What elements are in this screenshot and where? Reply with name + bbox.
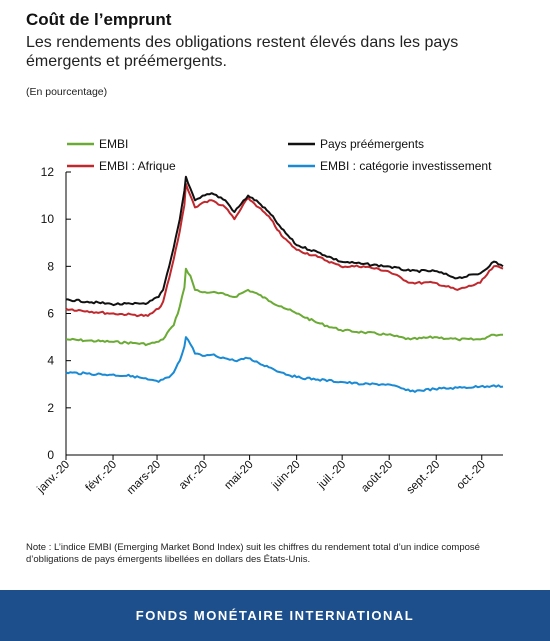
y-tick-label: 10 — [41, 212, 55, 226]
chart-legend: EMBI EMBI : Afrique Pays préémergents EMBI … — [67, 137, 492, 173]
y-tick-label: 12 — [41, 165, 55, 179]
chart-series — [65, 175, 504, 393]
footer-banner: FONDS MONÉTAIRE INTERNATIONAL — [0, 590, 550, 641]
x-tick-label: juin-20 — [269, 459, 303, 493]
legend-label: EMBI — [99, 137, 128, 151]
x-tick-label: avr.-20 — [177, 459, 210, 492]
x-tick-label: juil.-20 — [315, 459, 348, 492]
x-tick-label: oct.-20 — [455, 459, 488, 492]
footer-brand: FONDS MONÉTAIRE INTERNATIONAL — [135, 608, 415, 623]
legend-label: EMBI : catégorie investissement — [320, 159, 492, 173]
x-tick-label: mai-20 — [222, 459, 255, 492]
x-tick-label: août-20 — [359, 459, 395, 495]
legend-label: Pays préémergents — [320, 137, 424, 151]
chart-subtitle: Les rendements des obligations restent é… — [26, 34, 459, 70]
y-tick-label: 4 — [47, 354, 54, 368]
x-tick-label: févr.-20 — [84, 459, 120, 495]
y-tick-label: 2 — [47, 401, 54, 415]
series-line — [65, 336, 504, 393]
x-tick-label: janv.-20 — [35, 459, 73, 497]
chart-note: Note : L’indice EMBI (Emerging Market Bo… — [26, 542, 480, 565]
chart-title: Coût de l’emprunt — [26, 10, 172, 29]
x-tick-label: mars-20 — [125, 459, 163, 497]
y-tick-label: 8 — [47, 259, 54, 273]
series-line — [65, 267, 503, 347]
series-line — [66, 175, 504, 307]
y-tick-label: 0 — [47, 448, 54, 462]
line-chart: 0 2 4 6 8 10 12 janv.-20 févr.-20 mars-20 avr.-20 m… — [35, 137, 504, 497]
x-tick-label: sept.-20 — [404, 459, 442, 497]
y-tick-label: 6 — [47, 307, 54, 321]
unit-note: (En pourcentage) — [26, 86, 108, 98]
chart-axes: 0 2 4 6 8 10 12 janv.-20 févr.-20 mars-20 avr.-20 m… — [35, 165, 503, 497]
legend-label: EMBI : Afrique — [99, 159, 176, 173]
series-line — [65, 182, 504, 318]
